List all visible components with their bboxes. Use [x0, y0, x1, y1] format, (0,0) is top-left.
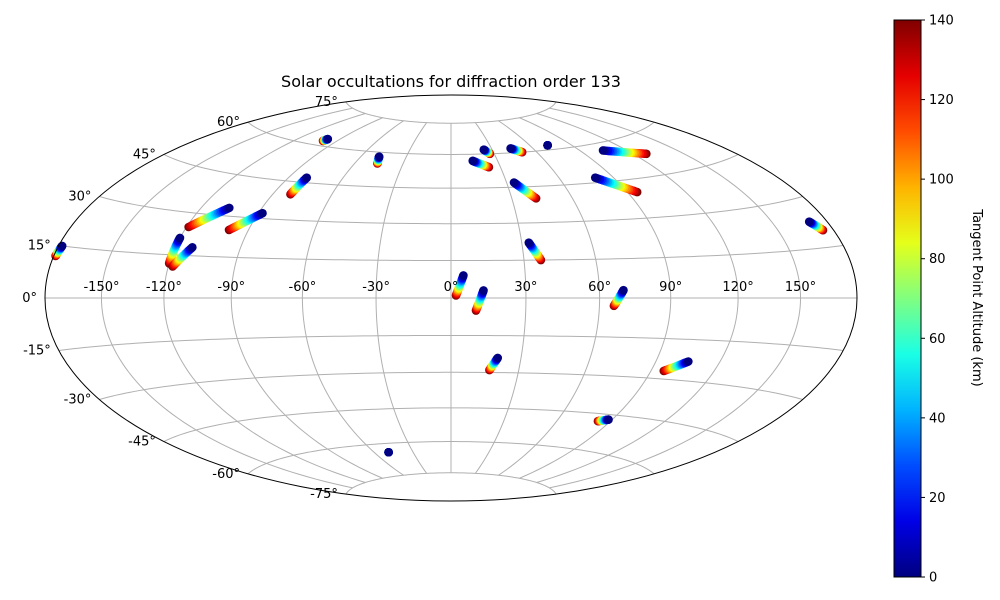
colorbar-tick-label: 60	[929, 332, 946, 347]
occultation-tracks	[51, 134, 828, 457]
occultation-track	[506, 144, 527, 157]
altitude-point	[509, 178, 519, 187]
occultation-track	[318, 134, 333, 146]
longitude-tick-label: -90°	[217, 280, 245, 295]
altitude-point	[590, 173, 600, 182]
latitude-tick-label: -75°	[310, 487, 338, 502]
altitude-point	[493, 353, 503, 363]
colorbar-tick-label: 80	[929, 252, 946, 267]
colorbar-tick-label: 120	[929, 93, 954, 108]
latitude-tick-label: -45°	[128, 435, 156, 450]
altitude-point	[374, 152, 384, 161]
altitude-point	[684, 357, 693, 366]
occultation-track	[168, 243, 197, 271]
colorbar-tick-label: 140	[929, 14, 954, 29]
occultation-track	[609, 285, 628, 311]
occultation-track	[384, 447, 393, 457]
colorbar-tick-label: 0	[929, 571, 937, 586]
occultation-track	[804, 217, 828, 235]
altitude-point	[188, 243, 197, 252]
latitude-tick-label: 45°	[133, 148, 156, 163]
occultation-track	[598, 146, 651, 159]
altitude-point	[468, 156, 478, 166]
altitude-point	[57, 241, 67, 251]
occultation-track	[373, 152, 384, 168]
altitude-point	[323, 134, 333, 144]
occultation-track	[659, 357, 693, 376]
occultation-track	[479, 145, 495, 159]
parallel-line	[99, 196, 803, 225]
longitude-tick-label: -30°	[362, 280, 390, 295]
parallel-line	[247, 121, 655, 155]
occultation-track	[184, 203, 234, 232]
occultation-track	[543, 140, 552, 150]
latitude-tick-label: -60°	[212, 467, 240, 482]
colorbar-ticks: 0 20 40 60 80 100 120 140	[921, 14, 954, 586]
occultation-track	[471, 286, 488, 315]
altitude-point	[506, 144, 515, 153]
occultation-track	[590, 173, 642, 197]
longitude-tick-label: 30°	[514, 280, 537, 295]
occultation-track	[524, 238, 546, 265]
altitude-point	[384, 447, 393, 457]
longitude-tick-label: -120°	[146, 280, 182, 295]
occultation-track	[451, 271, 468, 300]
longitude-tick-labels: -150° -120° -90° -60° -30° 0° 30° 60° 90° 120° 150…	[83, 280, 816, 295]
colorbar-tick-label: 20	[929, 491, 946, 506]
longitude-tick-label: 90°	[659, 280, 682, 295]
parallel-line	[345, 472, 557, 495]
latitude-tick-labels: -75° -60° -45° -30° -15° 0° 15° 30° 45° 60° 75°	[22, 95, 338, 502]
colorbar-label: Tangent Point Altitude (km)	[969, 208, 984, 386]
altitude-point	[459, 271, 468, 280]
occultation-track	[593, 415, 613, 426]
graticule	[45, 101, 857, 495]
parallel-line	[99, 371, 803, 400]
latitude-tick-label: -15°	[23, 344, 51, 359]
longitude-tick-label: -60°	[289, 280, 317, 295]
occultation-track	[51, 241, 67, 261]
occultation-track	[286, 173, 312, 199]
longitude-tick-label: 120°	[722, 280, 753, 295]
latitude-tick-label: 0°	[22, 291, 37, 306]
longitude-tick-label: 60°	[588, 280, 611, 295]
parallel-line	[345, 101, 557, 124]
latitude-tick-label: 15°	[28, 239, 51, 254]
altitude-point	[175, 233, 185, 243]
altitude-point	[225, 203, 234, 213]
occultation-track	[485, 353, 503, 375]
longitude-tick-label: 0°	[444, 280, 459, 295]
colorbar-tick-label: 100	[929, 173, 954, 188]
occultation-track	[509, 178, 541, 203]
altitude-point	[258, 208, 267, 218]
altitude-point	[479, 286, 488, 295]
parallel-line	[58, 334, 844, 352]
occultation-track	[224, 208, 267, 235]
altitude-point	[604, 415, 613, 424]
altitude-point	[479, 145, 489, 154]
map-boundary	[44, 94, 858, 502]
longitude-tick-label: -150°	[83, 280, 119, 295]
altitude-point	[524, 238, 534, 247]
latitude-tick-label: 30°	[68, 190, 91, 205]
parallel-line	[247, 441, 655, 475]
altitude-point	[302, 173, 312, 182]
longitude-tick-label: 150°	[785, 280, 816, 295]
altitude-point	[543, 140, 552, 150]
parallel-line	[163, 154, 739, 189]
altitude-point	[598, 146, 608, 155]
colorbar: 0 20 40 60 80 100 120 140 Tangent Point Altitud…	[893, 14, 984, 586]
parallel-line	[163, 407, 739, 442]
latitude-tick-label: 60°	[217, 115, 240, 130]
chart-title: Solar occultations for diffraction order…	[281, 72, 621, 91]
latitude-tick-label: 75°	[315, 95, 338, 110]
altitude-point	[619, 285, 628, 295]
colorbar-tick-label: 40	[929, 411, 946, 426]
altitude-point	[804, 217, 814, 226]
latitude-tick-label: -30°	[64, 393, 92, 408]
colorbar-scale	[893, 19, 922, 578]
occultation-track	[468, 156, 494, 172]
